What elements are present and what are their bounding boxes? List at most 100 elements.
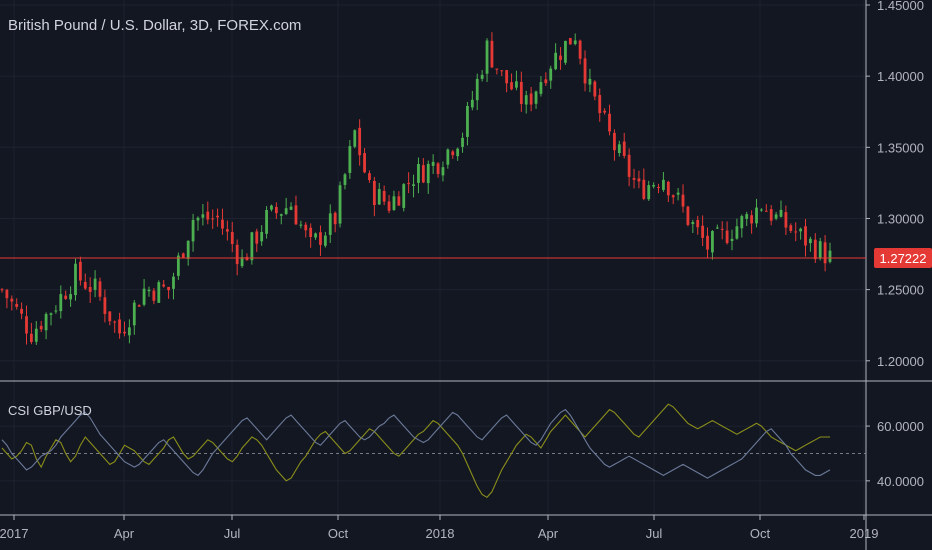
price-tick-label: 1.40000 <box>877 69 924 84</box>
candle-body <box>461 137 464 147</box>
candle-body <box>250 232 254 261</box>
candle-body <box>54 310 58 312</box>
candle-body <box>93 278 97 290</box>
candle-body <box>500 70 504 72</box>
candle-body <box>88 287 92 292</box>
candle-body <box>15 303 19 307</box>
candle-body <box>358 127 362 156</box>
candle-body <box>495 68 499 70</box>
candle-body <box>647 185 651 200</box>
candle-body <box>593 81 597 97</box>
candle-body <box>221 219 224 229</box>
candle-body <box>681 194 685 207</box>
candle-body <box>167 286 170 291</box>
candle-body <box>284 208 288 214</box>
candle-body <box>372 180 376 206</box>
candle-body <box>515 81 518 88</box>
candle-body <box>764 210 768 212</box>
csi-series-line-1 <box>1 403 830 498</box>
indicator-title: CSI GBP/USD <box>8 403 92 418</box>
candle-body <box>421 165 425 183</box>
candle-body <box>382 191 386 202</box>
candle-body <box>529 93 533 105</box>
candle-body <box>270 205 273 210</box>
candle-body <box>353 130 357 147</box>
candle-body <box>186 240 190 259</box>
candle-body <box>490 40 494 68</box>
candle-body <box>588 78 592 85</box>
candle-body <box>598 95 602 114</box>
price-tick-label: 1.20000 <box>877 354 924 369</box>
candle-body <box>230 231 234 245</box>
price-tick-label: 1.25000 <box>877 283 924 298</box>
candle-body <box>544 79 548 84</box>
candle-body <box>559 55 562 60</box>
candle-body <box>333 212 337 225</box>
candle-body <box>613 132 616 151</box>
candle-body <box>103 297 107 314</box>
candle-body <box>510 82 513 90</box>
candle-body <box>377 189 381 205</box>
candle-body <box>44 314 48 331</box>
candle-body <box>436 163 440 175</box>
candle-body <box>456 148 460 157</box>
candle-body <box>397 196 401 206</box>
candle-body <box>730 238 734 242</box>
candle-body <box>627 154 631 177</box>
candle-body <box>769 209 773 221</box>
candle-body <box>255 231 259 244</box>
candle-body <box>211 218 215 220</box>
candle-body <box>127 327 131 336</box>
candle-body <box>294 205 298 225</box>
candle-body <box>363 153 366 173</box>
candle-body <box>441 167 445 176</box>
time-tick-label: 2018 <box>426 526 455 541</box>
candle-body <box>813 239 817 260</box>
candle-body <box>123 331 126 334</box>
candle-body <box>157 282 161 303</box>
candle-body <box>691 222 695 225</box>
candle-body <box>34 328 38 342</box>
candle-body <box>480 74 484 79</box>
candle-body <box>568 38 572 45</box>
candle-body <box>412 184 415 187</box>
candle-body <box>662 179 665 190</box>
candle-body <box>304 224 308 231</box>
candle-body <box>755 207 758 224</box>
csi-tick-label: 40.0000 <box>877 474 924 489</box>
candle-body <box>59 294 63 312</box>
candle-body <box>417 163 420 183</box>
candle-body <box>162 284 166 287</box>
candle-body <box>676 192 680 195</box>
candle-body <box>715 227 719 229</box>
candle-body <box>725 230 729 244</box>
candle-body <box>617 144 621 154</box>
candle-body <box>799 228 803 232</box>
time-tick-label: 2019 <box>850 526 879 541</box>
candle-body <box>343 174 347 185</box>
candle-body <box>622 141 626 156</box>
candle-body <box>652 185 656 187</box>
candle-body <box>147 289 151 292</box>
price-tick-label: 1.45000 <box>877 0 924 13</box>
candle-body <box>245 256 249 261</box>
candle-body <box>539 82 543 94</box>
candle-body <box>774 214 778 219</box>
candle-body <box>279 214 283 216</box>
candle-body <box>64 295 68 299</box>
candle-body <box>196 217 200 221</box>
candle-body <box>78 261 82 281</box>
candle-body <box>657 186 660 188</box>
candle-body <box>470 99 474 108</box>
candle-body <box>760 209 763 211</box>
candle-body <box>49 313 53 315</box>
candle-body <box>176 255 180 276</box>
candle-body <box>750 215 754 224</box>
candle-body <box>265 210 268 234</box>
time-tick-label: Jul <box>646 526 663 541</box>
candle-body <box>696 219 700 228</box>
candle-body <box>475 78 479 101</box>
candle-body <box>39 325 43 330</box>
candle-body <box>225 229 229 232</box>
candle-body <box>402 184 406 208</box>
